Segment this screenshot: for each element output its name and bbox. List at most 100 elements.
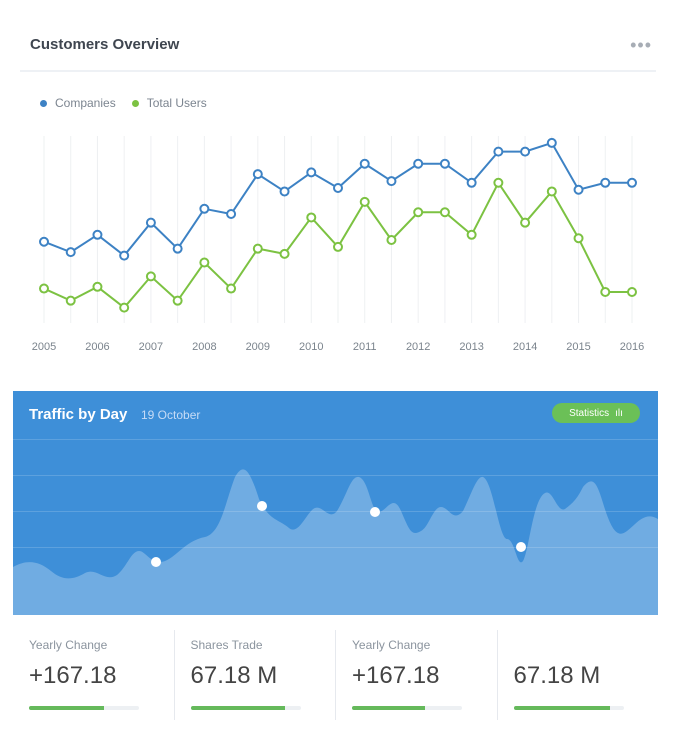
legend-companies: Companies xyxy=(40,96,116,110)
progress-bar xyxy=(190,706,301,710)
companies-point[interactable] xyxy=(359,158,370,169)
companies-point[interactable] xyxy=(466,177,477,188)
customers-title: Customers Overview xyxy=(30,36,180,53)
stat-label: Yearly Change xyxy=(352,638,431,652)
total-users-point[interactable] xyxy=(145,271,156,282)
traffic-point[interactable] xyxy=(257,501,267,511)
traffic-date: 19 October xyxy=(141,408,201,422)
chart-icon: ılı xyxy=(615,407,623,419)
traffic-by-day-card: Traffic by Day 19 October Statistics ılı xyxy=(13,391,658,615)
header-divider xyxy=(20,70,656,72)
stat-value: 67.18 M xyxy=(190,662,278,689)
customers-overview-card: Customers Overview ••• Companies Total U… xyxy=(10,8,666,378)
stat-label: Shares Trade xyxy=(190,638,263,652)
total-users-point[interactable] xyxy=(65,295,76,306)
x-axis-label: 2011 xyxy=(353,341,377,353)
stat-card: Yearly Change +167.18 xyxy=(335,630,497,720)
progress-fill xyxy=(352,706,425,710)
traffic-grid-line xyxy=(13,439,658,440)
x-axis-label: 2012 xyxy=(406,341,430,353)
progress-bar xyxy=(513,706,624,710)
x-axis-label: 2007 xyxy=(139,341,163,353)
stat-card: 67.18 M xyxy=(496,630,659,720)
companies-point[interactable] xyxy=(600,177,611,188)
companies-point[interactable] xyxy=(39,236,49,247)
companies-point[interactable] xyxy=(627,177,637,188)
customers-line-chart: 2005 2006 2007 2008 2009 2010 2011 2012 2013 2014… xyxy=(32,136,644,353)
total-users-point[interactable] xyxy=(39,283,49,294)
total-users-point[interactable] xyxy=(627,287,637,297)
traffic-area xyxy=(13,469,658,615)
total-users-dot-icon xyxy=(131,99,139,107)
legend-total-users: Total Users xyxy=(131,96,207,110)
companies-point[interactable] xyxy=(252,169,263,180)
companies-point[interactable] xyxy=(279,186,290,197)
statistics-button[interactable]: Statistics ılı xyxy=(552,403,640,423)
companies-point[interactable] xyxy=(493,146,504,157)
total-users-point[interactable] xyxy=(413,207,424,218)
stat-card: Yearly Change +167.18 xyxy=(13,630,174,720)
companies-point[interactable] xyxy=(306,167,317,178)
stat-value: +167.18 xyxy=(29,662,117,689)
traffic-point[interactable] xyxy=(370,507,380,517)
stat-value: +167.18 xyxy=(352,662,440,689)
companies-point[interactable] xyxy=(65,247,76,258)
x-axis-label: 2015 xyxy=(566,341,590,353)
traffic-area-chart xyxy=(13,469,658,615)
total-users-point[interactable] xyxy=(493,177,504,188)
companies-point[interactable] xyxy=(119,250,130,261)
companies-dot-icon xyxy=(40,99,47,107)
total-users-point[interactable] xyxy=(252,243,263,254)
statistics-label: Statistics xyxy=(569,407,610,419)
companies-point[interactable] xyxy=(199,203,210,214)
total-users-point[interactable] xyxy=(439,207,450,218)
companies-point[interactable] xyxy=(573,184,584,195)
companies-point[interactable] xyxy=(145,217,156,228)
x-axis-label: 2010 xyxy=(299,341,323,353)
progress-bar xyxy=(29,706,139,710)
x-axis-label: 2006 xyxy=(85,341,109,353)
traffic-grid-line xyxy=(13,547,658,548)
total-users-point[interactable] xyxy=(333,241,343,252)
traffic-grid-line xyxy=(13,475,658,476)
stat-value: 67.18 M xyxy=(513,662,601,689)
stat-label: Yearly Change xyxy=(29,638,108,652)
traffic-title: Traffic by Day xyxy=(29,406,128,423)
progress-fill xyxy=(190,706,286,710)
companies-point[interactable] xyxy=(546,137,557,148)
total-users-point[interactable] xyxy=(119,302,130,313)
companies-point[interactable] xyxy=(413,158,424,169)
total-users-point[interactable] xyxy=(546,186,557,197)
total-users-point[interactable] xyxy=(359,196,370,207)
traffic-point[interactable] xyxy=(516,542,526,552)
total-users-point[interactable] xyxy=(306,212,317,223)
companies-point[interactable] xyxy=(226,209,237,219)
total-users-point[interactable] xyxy=(466,229,477,240)
total-users-point[interactable] xyxy=(92,281,103,292)
companies-point[interactable] xyxy=(92,229,103,240)
progress-fill xyxy=(29,706,104,710)
traffic-point[interactable] xyxy=(151,557,161,567)
total-users-point[interactable] xyxy=(199,257,210,268)
progress-fill xyxy=(513,706,611,710)
companies-point[interactable] xyxy=(333,183,343,193)
legend-companies-label: Companies xyxy=(55,96,116,110)
x-axis-label: 2009 xyxy=(246,341,270,353)
more-horizontal-icon[interactable]: ••• xyxy=(630,35,652,55)
companies-point[interactable] xyxy=(172,243,183,254)
total-users-point[interactable] xyxy=(573,233,584,244)
total-users-point[interactable] xyxy=(279,248,290,259)
total-users-point[interactable] xyxy=(386,235,397,245)
total-users-point[interactable] xyxy=(226,283,237,294)
x-axis-label: 2013 xyxy=(459,341,483,353)
stats-row: Yearly Change +167.18 Shares Trade 67.18… xyxy=(13,630,658,720)
companies-point[interactable] xyxy=(386,176,397,187)
progress-bar xyxy=(352,706,462,710)
companies-point[interactable] xyxy=(439,158,450,169)
total-users-point[interactable] xyxy=(600,287,611,297)
traffic-grid-line xyxy=(13,511,658,512)
total-users-point[interactable] xyxy=(172,295,183,306)
x-axis-label: 2014 xyxy=(513,341,537,353)
total-users-point[interactable] xyxy=(520,217,531,228)
companies-point[interactable] xyxy=(520,146,531,157)
